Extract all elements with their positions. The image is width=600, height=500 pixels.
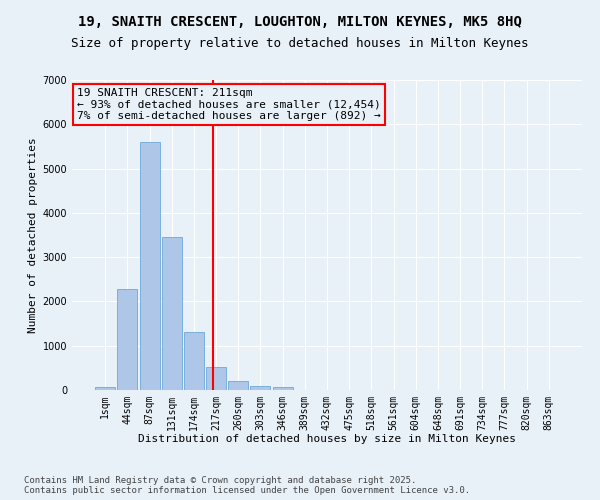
Bar	[184, 332, 204, 390]
Y-axis label: Number of detached properties: Number of detached properties	[28, 137, 38, 333]
Text: Contains HM Land Registry data © Crown copyright and database right 2025.
Contai: Contains HM Land Registry data © Crown c…	[24, 476, 470, 495]
Bar	[228, 381, 248, 390]
X-axis label: Distribution of detached houses by size in Milton Keynes: Distribution of detached houses by size …	[138, 434, 516, 444]
Text: 19, SNAITH CRESCENT, LOUGHTON, MILTON KEYNES, MK5 8HQ: 19, SNAITH CRESCENT, LOUGHTON, MILTON KE…	[78, 15, 522, 29]
Text: Size of property relative to detached houses in Milton Keynes: Size of property relative to detached ho…	[71, 38, 529, 51]
Bar	[95, 387, 115, 390]
Text: 19 SNAITH CRESCENT: 211sqm
← 93% of detached houses are smaller (12,454)
7% of s: 19 SNAITH CRESCENT: 211sqm ← 93% of deta…	[77, 88, 381, 121]
Bar	[140, 142, 160, 390]
Bar	[162, 237, 182, 390]
Bar	[118, 288, 137, 390]
Bar	[272, 388, 293, 390]
Bar	[206, 368, 226, 390]
Bar	[250, 386, 271, 390]
